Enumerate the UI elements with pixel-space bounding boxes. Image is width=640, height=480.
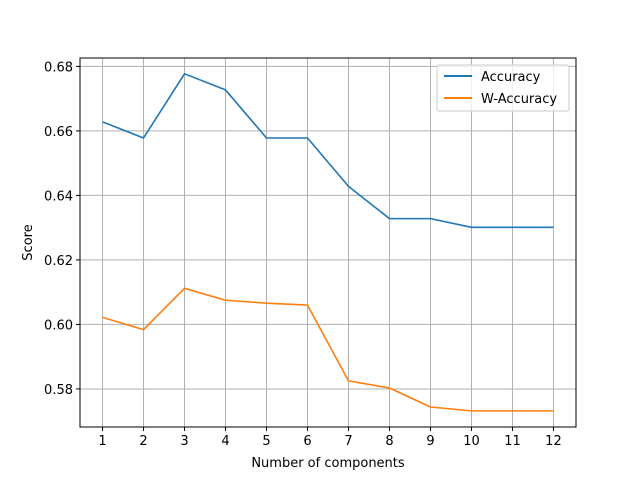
y-axis-label: Score [21,224,36,260]
y-tick-label: 0.64 [44,189,73,204]
y-tick-label: 0.60 [44,318,73,333]
y-axis-ticks: 0.58 0.60 0.62 0.64 0.66 0.68 [44,60,80,398]
x-tick-label: 3 [180,434,188,449]
series-lines [102,73,554,412]
y-tick-label: 0.68 [44,60,73,75]
x-tick-label: 12 [545,434,562,449]
x-tick-label: 2 [139,434,147,449]
x-tick-label: 4 [221,434,229,449]
series-line-accuracy [102,73,554,229]
x-axis-ticks: 1 2 3 4 5 6 7 8 9 10 11 12 [98,427,562,449]
x-tick-label: 11 [504,434,521,449]
x-tick-label: 5 [262,434,270,449]
x-axis-label: Number of components [251,456,405,471]
x-tick-label: 7 [344,434,352,449]
legend-label-accuracy: Accuracy [481,70,541,85]
y-tick-label: 0.58 [44,383,73,398]
x-tick-label: 8 [385,434,393,449]
x-tick-label: 9 [426,434,434,449]
x-tick-label: 10 [463,434,480,449]
x-tick-label: 1 [98,434,106,449]
y-tick-label: 0.62 [44,254,73,269]
legend: Accuracy W-Accuracy [436,64,570,112]
x-tick-label: 6 [303,434,311,449]
legend-label-w-accuracy: W-Accuracy [481,92,557,107]
grid [80,58,576,427]
series-line-w-accuracy [102,287,554,412]
y-tick-label: 0.66 [44,125,73,140]
plot-frame [79,57,577,428]
